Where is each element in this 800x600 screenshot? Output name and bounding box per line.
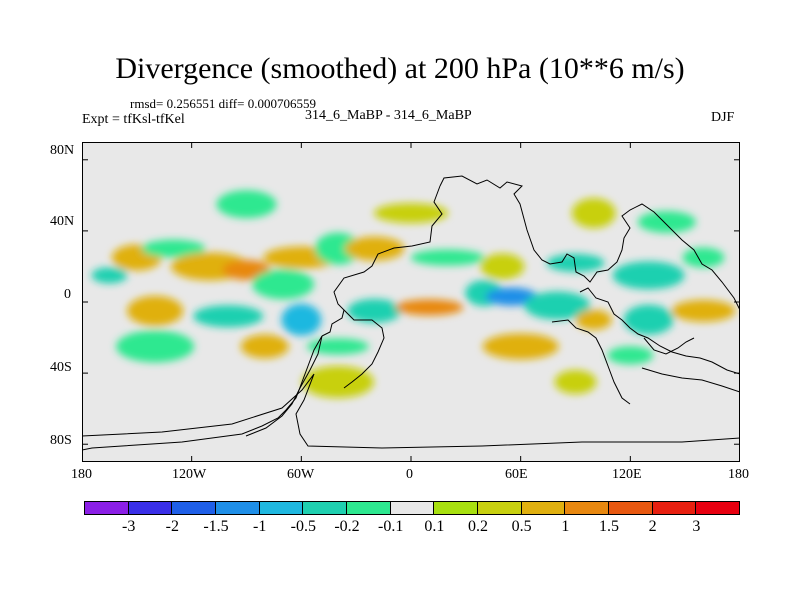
stats-text: rmsd= 0.256551 diff= 0.000706559 [130, 96, 316, 111]
antarctica-coast [82, 373, 740, 449]
divergence-patch [193, 305, 264, 328]
divergence-patch [410, 249, 485, 266]
divergence-patch [91, 267, 128, 284]
divergence-patch [314, 232, 361, 265]
colorbar-box [346, 501, 391, 515]
divergence-patch [344, 236, 405, 261]
colorbar-label: 0.1 [424, 518, 445, 535]
colorbar-label: 3 [692, 518, 701, 535]
colorbar-label: -0.2 [334, 518, 360, 535]
divergence-patch [281, 303, 322, 336]
colorbar-label: -1.5 [203, 518, 229, 535]
lat-tick-80n: 80N [50, 143, 75, 158]
divergence-patch [222, 260, 271, 280]
divergence-patch [575, 309, 612, 330]
colorbar-label: 1.5 [599, 518, 619, 535]
divergence-patch [301, 366, 374, 398]
lon-tick-180e: 180 [728, 467, 749, 482]
lon-tick-120e: 120E [612, 467, 642, 482]
colorbar-box [215, 501, 260, 515]
divergence-patch [607, 346, 654, 365]
divergence-patch [116, 330, 195, 363]
colorbar-box [695, 501, 741, 515]
colorbar-box [302, 501, 348, 515]
case-label: 314_6_MaBP - 314_6_MaBP [305, 108, 472, 123]
colorbar-box [608, 501, 653, 515]
divergence-patch [524, 291, 591, 320]
coastlines [82, 175, 740, 451]
colorbar-box [564, 501, 610, 515]
colorbar-box [477, 501, 522, 515]
divergence-patch [480, 253, 525, 280]
colorbar-box [433, 501, 479, 515]
south-america-west [82, 335, 323, 451]
lon-tick-60e: 60E [505, 467, 528, 482]
divergence-patch [216, 190, 277, 219]
colorbar-box [258, 501, 304, 515]
africa-west-coast [321, 185, 443, 337]
colorbar-label: -3 [121, 518, 136, 535]
colorbar-label: -2 [165, 518, 179, 535]
colorbar-label: 0.2 [468, 518, 488, 535]
colorbar-label: -0.1 [377, 518, 404, 535]
colorbar-label: 1 [561, 518, 570, 535]
colorbar-box [84, 501, 129, 515]
colorbar-label: -1 [252, 518, 267, 535]
arabia-india-coast [551, 319, 631, 405]
divergence-patch [637, 211, 696, 233]
divergence-patch [252, 269, 315, 300]
divergence-patch [546, 253, 605, 272]
colorbar-box [651, 501, 697, 515]
lon-tick-180w: 180 [71, 467, 92, 482]
divergence-patch [671, 299, 736, 322]
lon-tick-0: 0 [406, 467, 413, 482]
season-label: DJF [711, 110, 735, 125]
colorbar-box [127, 501, 173, 515]
lon-tick-120w: 120W [172, 467, 207, 482]
lat-tick-80s: 80S [50, 433, 72, 448]
australia-outline [641, 367, 740, 393]
lat-tick-40n: 40N [50, 214, 75, 229]
divergence-patch [554, 370, 597, 394]
divergence-patch [612, 261, 685, 290]
divergence-patch [374, 203, 448, 224]
lat-tick-0: 0 [64, 287, 71, 302]
plot-title: Divergence (smoothed) at 200 hPa (10**6 … [115, 52, 685, 85]
colorbar-box [520, 501, 566, 515]
colorbar-label: 2 [648, 518, 657, 535]
divergence-patch [682, 247, 725, 268]
expt-label: Expt = tfKsl-tfKel [82, 112, 185, 127]
divergence-patch [395, 299, 464, 316]
indian-ocean-islands [643, 337, 695, 355]
colorbar-box [389, 501, 435, 515]
colorbar-label: 0.5 [511, 518, 532, 535]
africa-eurasia-outline [439, 175, 740, 311]
colorbar-label: -0.5 [290, 518, 316, 535]
divergence-patch [623, 304, 674, 335]
divergence-patch [141, 239, 206, 258]
colorbar [84, 501, 741, 515]
map-plot [82, 142, 740, 462]
colorbar-box [171, 501, 217, 515]
lon-tick-60w: 60W [287, 467, 315, 482]
divergence-patch [482, 333, 559, 360]
divergence-patch [571, 198, 616, 229]
divergence-patch [127, 295, 184, 326]
divergence-patch [306, 338, 369, 355]
africa-south [343, 309, 385, 389]
lat-tick-40s: 40S [50, 360, 72, 375]
divergence-patch [240, 334, 289, 359]
divergence-patch [485, 287, 538, 306]
divergence-patch [347, 298, 402, 323]
maritime-continent [579, 287, 740, 375]
